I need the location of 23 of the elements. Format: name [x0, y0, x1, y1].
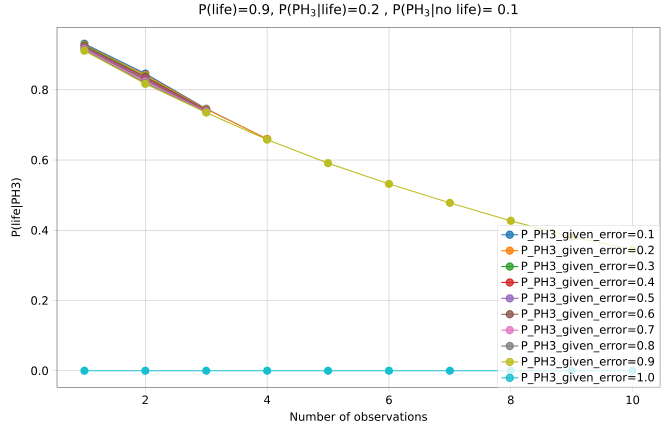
legend-label: P_PH3_given_error=0.5 — [522, 293, 654, 304]
legend-label: P_PH3_given_error=0.4 — [522, 277, 654, 289]
x-tick-label: 4 — [264, 395, 270, 404]
y-tick-label: 0.0 — [31, 366, 48, 375]
legend-label: P_PH3_given_error=0.2 — [522, 245, 654, 257]
y-axis-title: P(life|PH3) — [11, 178, 23, 236]
legend-label: P_PH3_given_error=0.7 — [522, 324, 654, 336]
x-tick-label: 6 — [386, 395, 392, 404]
legend-label: P_PH3_given_error=0.6 — [522, 308, 654, 320]
x-tick-label: 10 — [626, 395, 640, 404]
y-tick-label: 0.8 — [31, 85, 48, 94]
y-tick-label: 0.6 — [31, 156, 48, 164]
y-tick-label: 0.2 — [31, 296, 48, 305]
legend-label: P_PH3_given_error=0.1 — [522, 229, 654, 241]
y-tick-label: 0.4 — [31, 226, 48, 234]
legend-label: P_PH3_given_error=0.3 — [522, 261, 654, 273]
legend-label: P_PH3_given_error=1.0 — [522, 372, 654, 384]
x-tick-label: 8 — [508, 395, 514, 404]
legend-label: P_PH3_given_error=0.9 — [522, 356, 654, 368]
x-tick-label: 2 — [142, 395, 148, 404]
x-axis-title: Number of observations — [290, 412, 427, 421]
chart-title: P(life)=0.9, P(PH$_{3}$|life)=0.2 , P(PH$_{3}$|no life)= 0.1 — [200, 4, 518, 18]
legend-label: P_PH3_given_error=0.8 — [522, 340, 654, 352]
